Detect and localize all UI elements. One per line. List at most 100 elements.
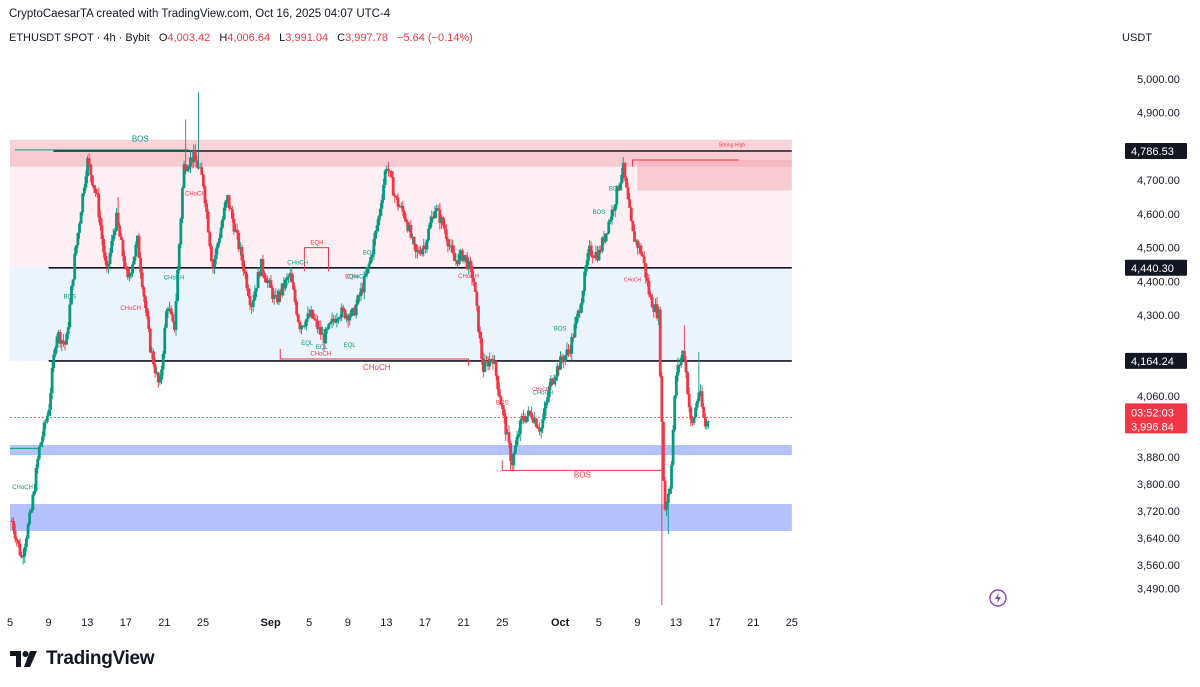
high-value: 4,006.64 bbox=[227, 32, 271, 44]
candle-body bbox=[274, 295, 278, 297]
candle-body bbox=[448, 245, 451, 247]
candle-body bbox=[304, 319, 308, 326]
time-tick-label: 21 bbox=[158, 617, 170, 629]
candle-body bbox=[541, 419, 545, 429]
candle-body bbox=[580, 302, 583, 313]
candle-body bbox=[224, 200, 228, 208]
candle-body bbox=[644, 263, 648, 278]
candle-body bbox=[126, 267, 130, 278]
candle-body bbox=[620, 174, 624, 184]
structure-line-2 bbox=[501, 460, 665, 471]
candle-body bbox=[454, 260, 458, 262]
candle-body bbox=[277, 291, 281, 303]
candle-body bbox=[76, 232, 80, 246]
candle-body bbox=[213, 258, 217, 268]
candle-body bbox=[486, 361, 490, 367]
time-tick-label: 13 bbox=[380, 617, 392, 629]
candle-body bbox=[555, 366, 559, 377]
structure-line-4 bbox=[303, 247, 330, 272]
candle-body bbox=[625, 177, 628, 188]
candle-body bbox=[290, 273, 294, 283]
candle-body bbox=[678, 365, 681, 367]
candle-body bbox=[87, 158, 91, 165]
candle-body bbox=[544, 402, 548, 409]
candle-body bbox=[633, 231, 636, 242]
candle-body bbox=[173, 321, 176, 330]
candle-body bbox=[631, 220, 635, 232]
candle-body bbox=[444, 229, 448, 239]
candle-body bbox=[650, 296, 654, 308]
candle-body bbox=[34, 467, 38, 491]
candle-body bbox=[198, 167, 202, 169]
candle-body bbox=[612, 209, 615, 211]
candle-body bbox=[324, 328, 328, 344]
candle-body bbox=[62, 340, 65, 343]
candle-body bbox=[123, 256, 126, 268]
candle-body bbox=[551, 378, 554, 384]
symbol-label[interactable]: ETHUSDT SPOT · 4h · Bybit bbox=[9, 32, 150, 44]
candle-body bbox=[189, 157, 192, 167]
candle-body bbox=[475, 291, 479, 306]
candle-body bbox=[493, 361, 496, 364]
open-value: 4,003.42 bbox=[167, 32, 211, 44]
candle-body bbox=[668, 488, 672, 494]
candle-body bbox=[147, 316, 151, 330]
time-tick-label: 5 bbox=[7, 617, 13, 629]
candle-body bbox=[662, 421, 665, 481]
candle-body bbox=[312, 318, 316, 320]
candle-body bbox=[168, 308, 171, 310]
currency-label[interactable]: USDT bbox=[1122, 32, 1152, 44]
candle-body bbox=[658, 309, 662, 376]
price-tick-label: 3,560.00 bbox=[1137, 560, 1180, 572]
candle-body bbox=[689, 407, 693, 420]
candle-body bbox=[637, 245, 641, 248]
candle-body bbox=[293, 289, 297, 303]
candle-body bbox=[507, 432, 511, 443]
candle-body bbox=[317, 327, 321, 330]
candle-body bbox=[63, 342, 67, 345]
candle-body bbox=[385, 168, 389, 171]
annotation-label: BOS bbox=[609, 186, 622, 192]
candle-body bbox=[530, 412, 533, 418]
chart-attribution: CryptoCaesarTA created with TradingView.… bbox=[9, 8, 391, 20]
time-tick-label: Sep bbox=[261, 617, 281, 629]
time-tick-label: 13 bbox=[670, 617, 682, 629]
candle-body bbox=[596, 251, 599, 261]
candle-body bbox=[214, 248, 218, 259]
candle-body bbox=[251, 300, 255, 307]
candle-body bbox=[267, 280, 271, 282]
candle-body bbox=[197, 167, 200, 169]
candle-body bbox=[70, 286, 73, 305]
candle-body bbox=[205, 203, 208, 212]
price-tick-label: 4,060.00 bbox=[1137, 391, 1180, 403]
candle-body bbox=[163, 327, 167, 354]
candle-body bbox=[415, 250, 419, 252]
change-value: −5.64 (−0.14%) bbox=[397, 32, 473, 44]
candle-body bbox=[560, 356, 564, 360]
lightning-icon[interactable] bbox=[989, 589, 1007, 607]
annotation-label: EQH bbox=[310, 240, 323, 246]
candle-body bbox=[110, 240, 114, 253]
time-tick-label: 13 bbox=[81, 617, 93, 629]
candle-body bbox=[433, 210, 437, 219]
candle-body bbox=[372, 238, 376, 255]
candle-body bbox=[608, 219, 612, 222]
candle-body bbox=[250, 305, 254, 307]
candle-body bbox=[634, 240, 638, 242]
candle-body bbox=[687, 393, 691, 408]
tradingview-logo[interactable]: TradingView bbox=[10, 648, 155, 670]
candle-body bbox=[686, 372, 689, 394]
candle-body bbox=[465, 256, 469, 269]
candle-body bbox=[102, 238, 106, 253]
candle-body bbox=[97, 194, 101, 218]
candle-body bbox=[230, 209, 234, 219]
candle-body bbox=[364, 273, 368, 276]
candle-body bbox=[441, 217, 445, 226]
candle-body bbox=[145, 308, 149, 317]
candle-body bbox=[158, 379, 162, 383]
candle-body bbox=[452, 252, 456, 261]
candle-body bbox=[210, 246, 213, 262]
candle-body bbox=[152, 351, 155, 365]
candle-body bbox=[330, 318, 334, 323]
